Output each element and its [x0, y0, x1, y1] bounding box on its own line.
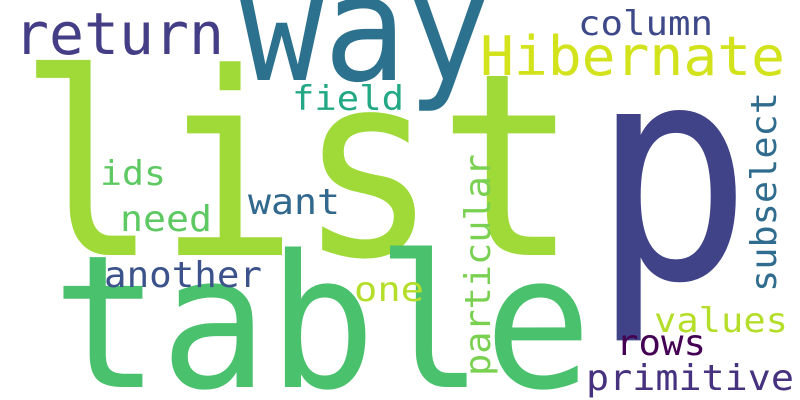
word-rows: rows — [616, 323, 706, 364]
word-one: one — [354, 270, 424, 310]
word-hibernate: Hibernate — [480, 25, 785, 88]
word-subselect: subselect — [744, 92, 785, 292]
word-another: another — [104, 255, 262, 296]
word-field: field — [292, 79, 404, 119]
word-p: p — [592, 0, 752, 349]
word-return: return — [14, 0, 224, 68]
word-want: want — [248, 182, 340, 223]
word-ids: ids — [100, 154, 166, 194]
word-list: list — [18, 19, 578, 316]
word-values: values — [654, 301, 788, 341]
word-primitive: primitive — [586, 358, 794, 399]
word-table: table — [52, 215, 592, 400]
word-particular: particular — [458, 154, 499, 376]
word-way: way — [240, 0, 490, 115]
word-column: column — [578, 4, 713, 44]
word-need: need — [120, 199, 212, 240]
